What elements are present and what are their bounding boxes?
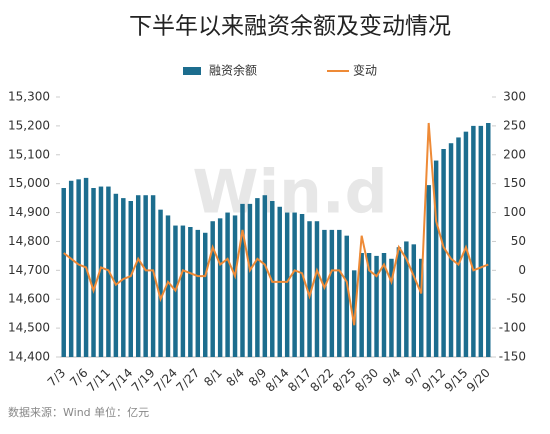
bar <box>98 186 104 357</box>
bar <box>478 125 484 357</box>
y2-tick-label: 100 <box>503 205 526 219</box>
x-tick-label: 7/14 <box>106 366 135 395</box>
x-tick-label: 8/25 <box>330 366 359 395</box>
bar <box>232 215 238 357</box>
bar <box>366 253 372 357</box>
bar <box>441 149 446 357</box>
legend-swatch <box>183 67 201 75</box>
bar <box>381 253 387 357</box>
bar <box>374 255 379 357</box>
bar <box>463 131 469 357</box>
bar <box>61 188 66 357</box>
bar <box>188 227 193 357</box>
bar <box>270 201 275 357</box>
x-tick-label: 8/22 <box>308 366 337 395</box>
bar <box>240 203 245 357</box>
bar <box>121 198 126 357</box>
y-tick-label: 14,400 <box>8 350 50 364</box>
y2-tick-label: -100 <box>499 321 526 335</box>
y-tick-label: 15,300 <box>8 90 50 104</box>
bar <box>486 123 491 357</box>
bar <box>68 180 74 357</box>
bar <box>329 229 335 357</box>
x-tick-label: 9/4 <box>380 366 404 390</box>
bar <box>292 212 297 357</box>
bar <box>426 185 431 357</box>
bar <box>255 198 260 357</box>
legend-label: 融资余额 <box>209 63 257 78</box>
x-tick-label: 9/15 <box>442 366 471 395</box>
y2-tick-label: -50 <box>506 292 526 306</box>
bar <box>113 193 119 357</box>
bar <box>135 195 141 357</box>
bar <box>389 258 394 357</box>
bar <box>158 209 163 357</box>
x-tick-label: 9/12 <box>419 366 448 395</box>
bar <box>307 221 312 357</box>
bar <box>456 137 461 357</box>
x-tick-label: 7/3 <box>45 366 69 390</box>
bar <box>411 244 417 357</box>
y-tick-label: 14,800 <box>8 234 50 248</box>
x-tick-label: 8/30 <box>352 366 381 395</box>
x-tick-label: 8/14 <box>263 366 292 395</box>
bar <box>225 212 230 357</box>
bar <box>299 214 305 357</box>
y-tick-label: 15,200 <box>8 118 50 132</box>
y2-tick-label: 250 <box>503 118 526 132</box>
y-tick-label: 14,500 <box>8 321 50 335</box>
y-tick-label: 15,000 <box>8 176 50 190</box>
x-tick-label: 9/20 <box>464 366 493 395</box>
bar <box>143 195 148 357</box>
x-tick-label: 8/4 <box>224 366 248 390</box>
bar <box>396 247 402 357</box>
y2-tick-label: 0 <box>518 263 526 277</box>
bar <box>262 195 268 357</box>
bar <box>448 143 454 357</box>
x-tick-label: 7/11 <box>84 366 113 395</box>
bar <box>195 229 201 357</box>
bar <box>128 201 133 357</box>
bar <box>337 229 342 357</box>
bar <box>91 188 96 357</box>
legend-label: 变动 <box>353 63 377 78</box>
x-tick-label: 7/19 <box>129 366 158 395</box>
bar <box>471 125 476 357</box>
bar <box>165 215 171 357</box>
bar <box>76 179 81 357</box>
chart-title: 下半年以来融资余额及变动情况 <box>129 14 451 40</box>
y2-tick-label: 300 <box>503 90 526 104</box>
bar <box>322 229 327 357</box>
y-tick-label: 15,100 <box>8 147 50 161</box>
bar <box>419 258 424 357</box>
bar <box>314 221 320 357</box>
y2-tick-label: -150 <box>499 350 526 364</box>
bar <box>150 195 156 357</box>
x-tick-label: 7/27 <box>173 366 202 395</box>
y2-tick-label: 200 <box>503 147 526 161</box>
watermark: Win.d <box>192 158 387 228</box>
y-tick-label: 14,900 <box>8 205 50 219</box>
bar <box>203 232 208 357</box>
change-line <box>63 122 489 326</box>
bar <box>247 203 253 357</box>
x-tick-label: 8/1 <box>201 366 225 390</box>
y2-tick-label: 50 <box>511 234 526 248</box>
y-tick-label: 14,700 <box>8 263 50 277</box>
bar <box>217 218 223 357</box>
bar <box>180 225 186 357</box>
source-note: 数据来源：Wind 单位：亿元 <box>8 405 149 419</box>
x-tick-label: 8/17 <box>285 366 314 395</box>
bar <box>284 212 290 357</box>
bar <box>359 253 364 357</box>
bar <box>344 235 349 357</box>
x-tick-label: 7/24 <box>151 366 180 395</box>
bar <box>404 241 409 357</box>
y-tick-label: 14,600 <box>8 292 50 306</box>
y2-tick-label: 150 <box>503 176 526 190</box>
bar <box>210 221 215 357</box>
bar <box>433 160 439 357</box>
